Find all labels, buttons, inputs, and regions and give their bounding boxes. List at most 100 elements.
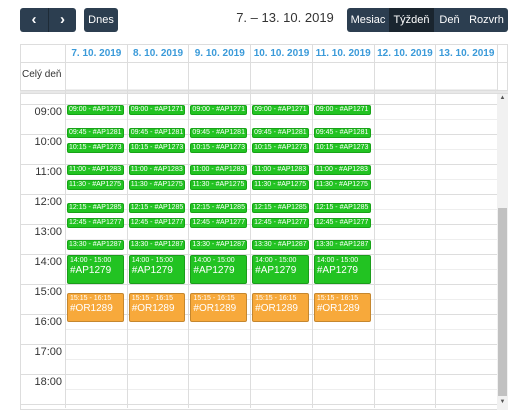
event[interactable]: 12:45 - #AP1277 — [128, 217, 186, 228]
event-time: 15:15 - 16:15 — [255, 294, 297, 302]
prev-button[interactable]: ‹ — [20, 8, 48, 32]
event[interactable]: 13:30 - #AP1287 — [190, 240, 248, 250]
event-time: 14:00 - 15:00 — [131, 257, 173, 264]
event[interactable]: 13:30 - #AP1287 — [252, 240, 309, 250]
event-title: #AP1279 — [316, 265, 358, 276]
view-button[interactable]: Týždeň — [389, 8, 434, 32]
grid-line — [65, 179, 497, 180]
event-title: #OR1289 — [131, 302, 175, 314]
event[interactable]: 12:15 - #AP1285 — [190, 202, 248, 213]
event[interactable]: 09:00 - #AP1271 — [190, 105, 248, 115]
event[interactable]: 13:30 - #AP1287 — [128, 240, 186, 250]
event[interactable]: 14:00 - 15:00 #AP1279 — [190, 255, 248, 284]
scroll-down[interactable]: ▼ — [499, 399, 506, 405]
event[interactable]: 10:15 - #AP1273 — [190, 142, 248, 153]
event[interactable]: 11:00 - #AP1283 — [128, 165, 186, 175]
event[interactable]: 10:15 - #AP1273 — [252, 142, 309, 153]
column-line — [374, 45, 375, 408]
event[interactable]: 12:45 - #AP1277 — [252, 217, 309, 228]
event[interactable]: 11:30 - #AP1275 — [67, 180, 124, 190]
column-line — [250, 45, 251, 408]
event-title: #OR1289 — [316, 302, 360, 314]
view-button[interactable]: Mesiac — [347, 8, 389, 32]
column-line — [435, 45, 436, 408]
day-header: 8. 10. 2019 — [126, 45, 189, 62]
scroll-up[interactable]: ▲ — [499, 95, 506, 101]
event[interactable]: 14:00 - 15:00 #AP1279 — [128, 255, 186, 284]
event[interactable]: 09:45 - #AP1281 — [128, 127, 186, 138]
event-title: #AP1279 — [255, 265, 297, 276]
event[interactable]: 10:15 - #AP1273 — [128, 142, 186, 153]
event[interactable]: 11:30 - #AP1275 — [190, 180, 248, 190]
event[interactable]: 15:15 - 16:15 #OR1289 — [252, 292, 309, 322]
divider — [20, 62, 508, 63]
event[interactable]: 15:15 - 16:15 #OR1289 — [67, 292, 124, 322]
event-title: #AP1279 — [131, 265, 173, 276]
time-label: 16:00 — [34, 316, 62, 328]
event-time: 14:00 - 15:00 — [70, 257, 112, 264]
grid-line — [65, 239, 497, 240]
event[interactable]: 11:00 - #AP1283 — [190, 165, 248, 175]
event-title: #OR1289 — [70, 302, 113, 314]
event[interactable]: 09:00 - #AP1271 — [67, 105, 124, 115]
column-line — [497, 45, 498, 90]
grid-line — [20, 104, 497, 105]
event[interactable]: 11:00 - #AP1283 — [67, 165, 124, 175]
event[interactable]: 14:00 - 15:00 #AP1279 — [313, 255, 371, 284]
event[interactable]: 12:15 - #AP1285 — [252, 202, 309, 213]
event-time: 14:00 - 15:00 — [193, 257, 235, 264]
event[interactable]: 09:45 - #AP1281 — [313, 127, 371, 138]
scrollbar-thumb[interactable] — [498, 208, 507, 396]
time-label: 11:00 — [35, 166, 62, 178]
column-line — [312, 45, 313, 408]
event-time: 15:15 - 16:15 — [131, 294, 173, 302]
grid-line — [20, 194, 497, 195]
event[interactable]: 09:00 - #AP1271 — [128, 105, 186, 115]
grid-line — [65, 89, 497, 90]
all-day-label: Celý deň — [22, 69, 62, 80]
event[interactable]: 12:15 - #AP1285 — [67, 202, 124, 213]
day-header: 10. 10. 2019 — [250, 45, 312, 62]
event[interactable]: 10:15 - #AP1273 — [67, 142, 124, 153]
event[interactable]: 09:00 - #AP1271 — [252, 105, 309, 115]
event-title: #AP1279 — [70, 265, 112, 276]
column-line — [65, 45, 66, 408]
event[interactable]: 14:00 - 15:00 #AP1279 — [252, 255, 309, 284]
event[interactable]: 12:45 - #AP1277 — [190, 217, 248, 228]
event[interactable]: 12:15 - #AP1285 — [128, 202, 186, 213]
event[interactable]: 11:00 - #AP1283 — [313, 165, 371, 175]
grid-line — [65, 329, 497, 330]
divider — [20, 90, 508, 94]
event[interactable]: 09:00 - #AP1271 — [313, 105, 371, 115]
event-title: #OR1289 — [193, 302, 237, 314]
event[interactable]: 09:45 - #AP1281 — [252, 127, 309, 138]
today-button[interactable]: Dnes — [84, 8, 118, 32]
event[interactable]: 15:15 - 16:15 #OR1289 — [190, 292, 248, 322]
event-title: #OR1289 — [255, 302, 298, 314]
event-time: 15:15 - 16:15 — [193, 294, 235, 302]
event[interactable]: 15:15 - 16:15 #OR1289 — [128, 292, 186, 322]
event[interactable]: 11:00 - #AP1283 — [252, 165, 309, 175]
event[interactable]: 09:45 - #AP1281 — [190, 127, 248, 138]
event[interactable]: 10:15 - #AP1273 — [313, 142, 371, 153]
event[interactable]: 11:30 - #AP1275 — [128, 180, 186, 190]
event[interactable]: 12:15 - #AP1285 — [313, 202, 371, 213]
view-button[interactable]: Rozvrh — [465, 8, 508, 32]
grid-line — [20, 254, 497, 255]
event-time: 14:00 - 15:00 — [255, 257, 297, 264]
event[interactable]: 13:30 - #AP1287 — [67, 240, 124, 250]
event[interactable]: 09:45 - #AP1281 — [67, 127, 124, 138]
event[interactable]: 15:15 - 16:15 #OR1289 — [313, 292, 371, 322]
event[interactable]: 12:45 - #AP1277 — [313, 217, 371, 228]
view-button[interactable]: Deň — [434, 8, 465, 32]
event[interactable]: 11:30 - #AP1275 — [252, 180, 309, 190]
time-label: 09:00 — [34, 106, 62, 118]
event[interactable]: 12:45 - #AP1277 — [67, 217, 124, 228]
event[interactable]: 14:00 - 15:00 #AP1279 — [67, 255, 124, 284]
event[interactable]: 11:30 - #AP1275 — [313, 180, 371, 190]
grid-line — [65, 389, 497, 390]
next-button[interactable]: › — [48, 8, 76, 32]
time-label: 15:00 — [34, 286, 62, 298]
column-line — [188, 45, 189, 408]
event[interactable]: 13:30 - #AP1287 — [313, 240, 371, 250]
